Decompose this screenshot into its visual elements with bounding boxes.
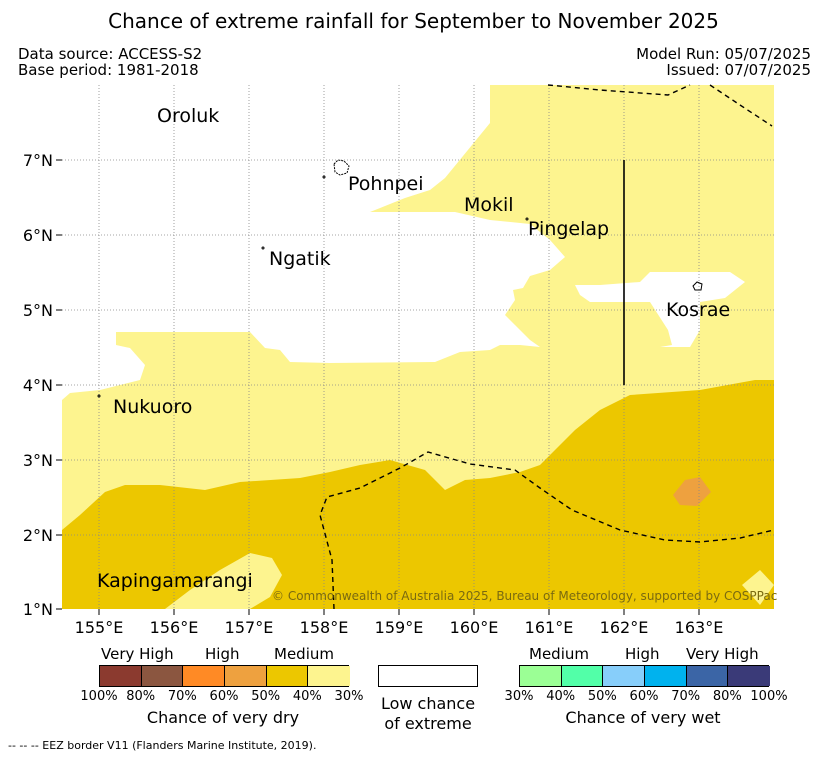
legend-wet-tick: 50% <box>587 689 617 704</box>
place-kosrae: Kosrae <box>666 299 730 321</box>
lon-label: 161°E <box>525 618 574 637</box>
legend-dry-swatch <box>266 666 309 686</box>
legend-dry-tick: 100% <box>80 689 118 704</box>
legend-wet-label: Chance of very wet <box>565 708 721 727</box>
lon-label: 163°E <box>675 618 724 637</box>
lat-label: 2°N <box>23 526 53 545</box>
islands <box>97 159 703 398</box>
lon-label: 159°E <box>375 618 424 637</box>
lat-label: 4°N <box>23 376 53 395</box>
legend-wet-swatch <box>686 666 729 686</box>
region-no-extreme <box>62 85 745 400</box>
legend-wet-tick: 80% <box>712 689 742 704</box>
legend-wet-swatch <box>561 666 604 686</box>
place-mokil: Mokil <box>464 194 514 216</box>
data-source: Data source: ACCESS-S2 <box>18 45 203 63</box>
legend-wet-tick: 30% <box>504 689 534 704</box>
legend-wet-tick: 100% <box>750 689 788 704</box>
lat-label: 6°N <box>23 226 53 245</box>
place-pohnpei: Pohnpei <box>348 173 424 195</box>
region-dry-30-40-south <box>165 553 282 609</box>
axis-ticks <box>56 159 700 615</box>
legend-neutral-line2: of extreme <box>384 714 472 733</box>
legend-wet-colorbar <box>519 665 770 687</box>
data-source-info: Data source: ACCESS-S2 Base period: 1981… <box>18 46 202 78</box>
legend-wet-swatch <box>728 666 770 686</box>
place-kapingamarangi: Kapingamarangi <box>97 570 253 592</box>
pohnpei-island <box>333 159 350 176</box>
pohnpei-ant-atoll <box>322 175 326 179</box>
legend-dry-swatch <box>183 666 225 686</box>
legend-wet-swatch <box>603 666 645 686</box>
legend-wet-tick: 40% <box>546 689 576 704</box>
nukuoro-atoll <box>97 394 101 398</box>
legend-dry-swatch <box>308 666 350 686</box>
lat-label: 7°N <box>23 151 53 170</box>
lon-label: 162°E <box>600 618 649 637</box>
run-info: Model Run: 05/07/2025 Issued: 07/07/2025 <box>636 46 811 78</box>
eez-borders <box>319 84 775 610</box>
legend-wet-medium: Medium <box>529 645 589 663</box>
legend-dry-tick: 30% <box>334 689 364 704</box>
copyright-text: © Commonwealth of Australia 2025, Bureau… <box>272 589 777 603</box>
legend-dry-tick: 60% <box>209 689 239 704</box>
lon-label: 160°E <box>450 618 499 637</box>
legend-neutral-line1: Low chance <box>380 694 476 713</box>
legend-wet-tick: 60% <box>629 689 659 704</box>
base-period: Base period: 1981-2018 <box>18 61 199 79</box>
model-run: Model Run: 05/07/2025 <box>636 45 811 63</box>
chart-title: Chance of extreme rainfall for September… <box>108 9 719 33</box>
lat-label: 1°N <box>23 600 53 619</box>
lon-label: 157°E <box>225 618 274 637</box>
place-pingelap: Pingelap <box>528 218 609 240</box>
region-dry-30-40-se <box>742 570 774 605</box>
lat-labels: 7°N 6°N 5°N 4°N 3°N 2°N 1°N <box>23 151 53 619</box>
legend-dry-high: High <box>205 645 240 663</box>
lon-labels: 155°E 156°E 157°E 158°E 159°E 160°E 161°… <box>75 618 724 637</box>
lat-label: 5°N <box>23 301 53 320</box>
place-names: Oroluk Pohnpei Mokil Pingelap Ngatik Kos… <box>97 105 730 592</box>
eez-border-northeast <box>709 84 773 127</box>
region-dry-50-60 <box>673 477 711 506</box>
lon-label: 156°E <box>150 618 199 637</box>
place-ngatik: Ngatik <box>269 248 331 270</box>
place-oroluk: Oroluk <box>157 105 219 127</box>
legend-wet-tick: 70% <box>671 689 701 704</box>
map-fill-regions <box>62 85 774 609</box>
mokil-atoll <box>525 217 529 221</box>
legend-wet-swatch <box>520 666 562 686</box>
legend-wet-high: High <box>625 645 660 663</box>
issued-date: Issued: 07/07/2025 <box>666 61 811 79</box>
legend-dry-swatch <box>141 666 184 686</box>
legend-dry-swatch <box>225 666 267 686</box>
legend-neutral-label: Low chance of extreme <box>381 694 475 734</box>
kosrae-island <box>692 281 703 291</box>
place-nukuoro: Nukuoro <box>113 396 192 418</box>
legend-dry-label: Chance of very dry <box>146 708 300 727</box>
legend-wet-swatch <box>645 666 687 686</box>
legend-neutral-swatch <box>378 665 478 687</box>
lon-label: 155°E <box>75 618 124 637</box>
legend-dry-colorbar <box>99 665 350 687</box>
legend-dry-medium: Medium <box>274 645 334 663</box>
legend-dry-tick: 50% <box>251 689 281 704</box>
lat-label: 3°N <box>23 451 53 470</box>
legend-dry-tick: 80% <box>126 689 156 704</box>
legend-dry-swatch <box>100 666 142 686</box>
legend-dry-tick: 70% <box>167 689 197 704</box>
legend-dry-very-high: Very High <box>101 645 174 663</box>
lon-label: 158°E <box>300 618 349 637</box>
ngatik-atoll <box>261 246 265 250</box>
eez-border-south <box>319 451 775 610</box>
legend-wet-very-high: Very High <box>686 645 759 663</box>
eez-footnote: -- -- -- EEZ border V11 (Flanders Marine… <box>8 739 317 752</box>
legend-dry-tick: 40% <box>292 689 322 704</box>
